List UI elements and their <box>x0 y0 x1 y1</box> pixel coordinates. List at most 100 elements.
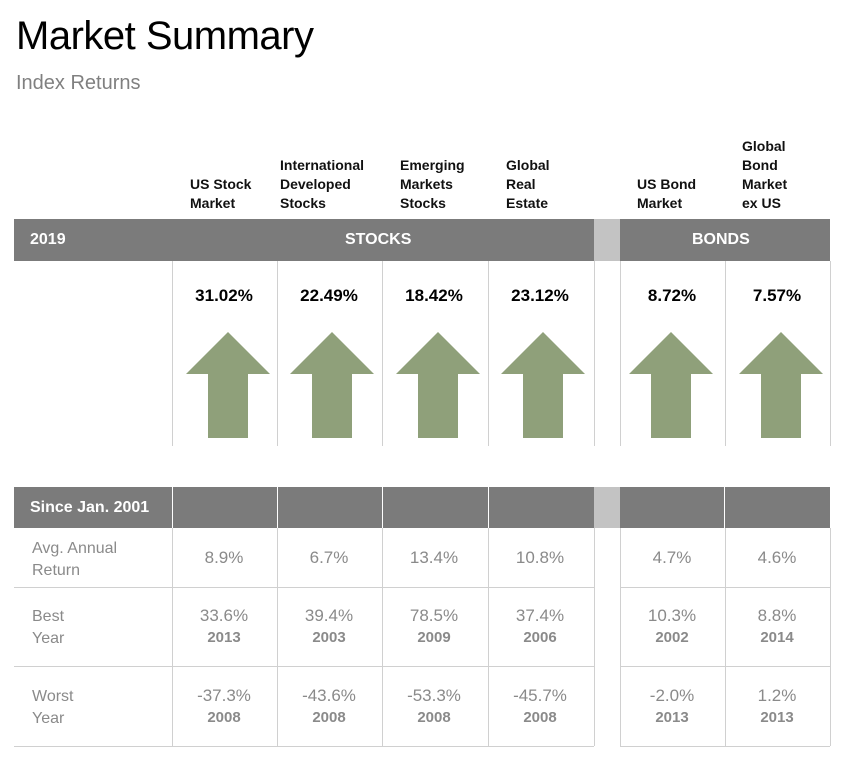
return-2019-us-stock: 31.02% <box>195 286 253 305</box>
table-cell: 33.6% 2013 <box>172 605 276 649</box>
divider <box>620 528 621 746</box>
since-header-cell <box>620 487 724 528</box>
return-2019-emerging: 18.42% <box>405 286 463 305</box>
table-cell: 10.3% 2002 <box>620 605 724 649</box>
worst-year-value: 2008 <box>207 709 241 726</box>
divider <box>725 261 726 446</box>
table-cell: 8.8% 2014 <box>725 605 829 649</box>
column-header-intl-developed: International Developed Stocks <box>280 157 365 211</box>
table-cell: 39.4% 2003 <box>277 605 381 649</box>
year-label: 2019 <box>30 231 66 248</box>
bonds-band: BONDS <box>620 219 830 261</box>
divider <box>382 261 383 446</box>
divider <box>277 528 278 746</box>
since-header-cell <box>725 487 830 528</box>
table-cell: 4.7% <box>620 547 724 569</box>
divider <box>830 528 831 746</box>
table-cell: 78.5% 2009 <box>382 605 486 649</box>
avg-return-value: 10.8% <box>515 548 565 567</box>
page-title: Market Summary <box>16 14 314 58</box>
worst-year-value: 2008 <box>417 709 451 726</box>
row-divider <box>620 746 830 747</box>
best-year-value: 2014 <box>760 629 794 646</box>
table-cell: -2.0% 2013 <box>620 685 724 729</box>
band-gap <box>594 219 620 261</box>
column-header-us-stock: US Stock Market <box>190 176 252 211</box>
table-cell: -53.3% 2008 <box>382 685 486 729</box>
best-return-value: 33.6% <box>199 606 249 625</box>
divider <box>488 528 489 746</box>
row-divider <box>14 746 594 747</box>
divider <box>382 528 383 746</box>
best-return-value: 39.4% <box>304 606 354 625</box>
table-cell: -45.7% 2008 <box>488 685 592 729</box>
best-year-value: 2013 <box>207 629 241 646</box>
avg-return-value: 6.7% <box>309 548 349 567</box>
table-cell: 10.8% <box>488 547 592 569</box>
table-cell: -37.3% 2008 <box>172 685 276 729</box>
table-cell: -43.6% 2008 <box>277 685 381 729</box>
avg-return-value: 13.4% <box>409 548 459 567</box>
worst-return-value: -45.7% <box>513 686 567 705</box>
worst-return-value: 1.2% <box>757 686 797 705</box>
best-return-value: 37.4% <box>515 606 565 625</box>
since-header-cell <box>383 487 488 528</box>
divider <box>488 261 489 446</box>
up-arrow-icon <box>629 332 713 438</box>
since-header-cell <box>278 487 382 528</box>
divider <box>725 528 726 746</box>
table-cell: 4.6% <box>725 547 829 569</box>
since-label: Since Jan. 2001 <box>30 499 150 516</box>
avg-return-value: 8.9% <box>204 548 244 567</box>
row-label-worst-year: Worst Year <box>32 688 74 727</box>
best-return-value: 8.8% <box>757 606 797 625</box>
page-subtitle: Index Returns <box>16 72 141 94</box>
column-header-global-real-estate: Global Real Estate <box>506 157 550 211</box>
avg-return-value: 4.6% <box>757 548 797 567</box>
table-cell: 1.2% 2013 <box>725 685 829 729</box>
band-gap <box>594 487 620 528</box>
worst-year-value: 2013 <box>655 709 689 726</box>
row-label-avg-annual-return: Avg. Annual Return <box>32 540 118 579</box>
table-cell: 13.4% <box>382 547 486 569</box>
best-year-value: 2003 <box>312 629 346 646</box>
worst-return-value: -53.3% <box>407 686 461 705</box>
best-year-value: 2006 <box>523 629 557 646</box>
divider <box>830 261 831 446</box>
avg-return-value: 4.7% <box>652 548 692 567</box>
worst-year-value: 2008 <box>523 709 557 726</box>
up-arrow-icon <box>186 332 270 438</box>
divider <box>594 528 595 746</box>
stocks-band: 2019 STOCKS <box>14 219 594 261</box>
worst-return-value: -37.3% <box>197 686 251 705</box>
divider <box>277 261 278 446</box>
worst-return-value: -43.6% <box>302 686 356 705</box>
column-header-global-bond: Global Bond Market ex US <box>742 138 788 211</box>
table-cell: 6.7% <box>277 547 381 569</box>
since-header-cell <box>173 487 277 528</box>
since-header-cell <box>489 487 594 528</box>
return-2019-global-bond: 7.57% <box>752 286 802 305</box>
table-cell: 8.9% <box>172 547 276 569</box>
up-arrow-icon <box>290 332 374 438</box>
worst-year-value: 2013 <box>760 709 794 726</box>
table-cell: 37.4% 2006 <box>488 605 592 649</box>
return-2019-intl-developed: 22.49% <box>300 286 358 305</box>
best-year-value: 2002 <box>655 629 689 646</box>
return-2019-global-real-estate: 23.12% <box>511 286 569 305</box>
best-year-value: 2009 <box>417 629 451 646</box>
up-arrow-icon <box>396 332 480 438</box>
row-divider <box>14 587 594 588</box>
row-divider <box>620 587 830 588</box>
divider <box>172 528 173 746</box>
divider <box>620 261 621 446</box>
bonds-label: BONDS <box>692 231 750 248</box>
column-header-us-bond: US Bond Market <box>637 176 697 211</box>
return-2019-us-bond: 8.72% <box>647 286 697 305</box>
best-return-value: 10.3% <box>647 606 697 625</box>
up-arrow-icon <box>501 332 585 438</box>
row-divider <box>14 666 594 667</box>
worst-return-value: -2.0% <box>649 686 695 705</box>
up-arrow-icon <box>739 332 823 438</box>
best-return-value: 78.5% <box>409 606 459 625</box>
